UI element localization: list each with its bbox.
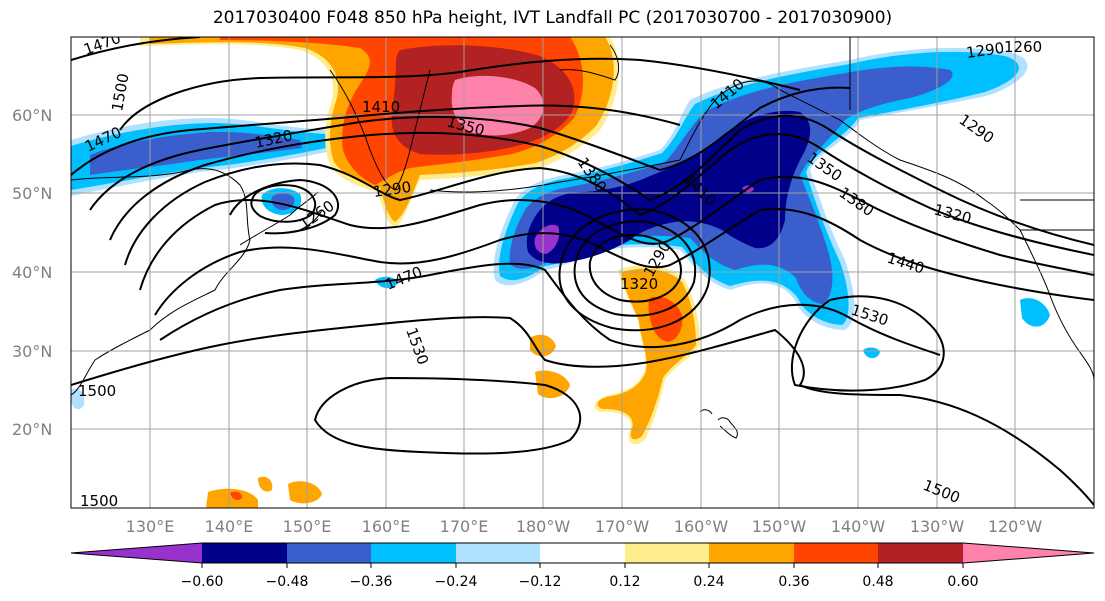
colorbar-tick-label: −0.24 <box>435 574 478 590</box>
shade-pink-north <box>451 75 544 136</box>
contour-label: 1290 <box>965 39 1005 62</box>
contour-1500-south <box>71 316 1094 506</box>
colorbar-segment-3 <box>371 543 456 563</box>
border-canada-us <box>1020 199 1094 231</box>
contour-1470-west <box>71 104 681 176</box>
colorbar-segment-10 <box>963 543 1094 563</box>
shade-orange-spot-5 <box>258 476 273 492</box>
shade-orange-spot-3 <box>206 488 258 508</box>
lon-label: 120°W <box>988 517 1043 536</box>
shade-red-spot-3 <box>230 491 242 501</box>
contour-label: 1290 <box>372 178 412 201</box>
map-frame <box>70 36 1095 509</box>
contour-label: 1260 <box>1004 38 1042 56</box>
colorbar-tick-label: −0.36 <box>350 574 393 590</box>
shade-blue-spot-4 <box>71 388 85 410</box>
lon-label: 170°E <box>440 517 489 536</box>
map-title: 2017030400 F048 850 hPa height, IVT Land… <box>212 8 893 28</box>
colorbar-segment-7 <box>709 543 794 563</box>
contour-low-ring-3 <box>558 208 711 332</box>
colorbar-segment-5 <box>540 543 625 563</box>
colorbar-segment-4 <box>456 543 540 563</box>
shade-orange-spot-4 <box>288 481 322 504</box>
shade-blue-spot-3 <box>1020 298 1050 327</box>
colorbar-tick-label: −0.12 <box>519 574 562 590</box>
lat-label-50n: 50°N <box>12 184 52 203</box>
lon-label: 150°W <box>752 517 807 536</box>
contour-1410 <box>89 86 851 211</box>
lon-label: 170°W <box>595 517 650 536</box>
lon-label: 160°E <box>362 517 411 536</box>
contour-1290-low <box>250 184 317 223</box>
coast-chukotka <box>559 44 620 81</box>
latitude-labels: 60°N 50°N 40°N 30°N 20°N <box>12 106 52 439</box>
lon-label: 140°E <box>205 517 254 536</box>
coast-japan <box>239 191 323 246</box>
coast-na-west <box>1019 229 1094 381</box>
contour-low-ring-1 <box>588 234 682 303</box>
shade-navy-east <box>526 110 811 264</box>
colorbar-tick-label: 0.12 <box>609 574 640 590</box>
contour-1530-east <box>790 295 945 392</box>
lon-label: 130°W <box>910 517 965 536</box>
contour-1320 <box>124 132 1094 266</box>
shade-purple-core <box>534 224 560 254</box>
colorbar-segment-8 <box>794 543 878 563</box>
lon-label: 180°W <box>516 517 571 536</box>
colorbar-tick-label: −0.48 <box>266 574 309 590</box>
lon-label: 130°E <box>126 517 175 536</box>
colorbar-segment-0 <box>71 543 202 563</box>
colorbar-tick-label: −0.60 <box>181 574 224 590</box>
colorbar-tick-label: 0.36 <box>778 574 809 590</box>
contour-label: 1500 <box>78 382 116 400</box>
colorbar-tick-label: 0.24 <box>693 574 724 590</box>
coast-alaska <box>679 80 1021 231</box>
contour-1500-north <box>119 57 801 131</box>
contour-1350 <box>109 114 1094 246</box>
shaded-fields <box>71 37 1050 508</box>
longitude-labels: 130°E 140°E 150°E 160°E 170°E 180°W 170°… <box>126 517 1043 536</box>
contour-1380 <box>139 175 1094 291</box>
colorbar-segment-2 <box>287 543 371 563</box>
colorbar-segment-1 <box>202 543 287 563</box>
lat-label-30n: 30°N <box>12 342 52 361</box>
lat-label-20n: 20°N <box>12 420 52 439</box>
colorbar-ticks <box>201 563 964 568</box>
contour-1260 <box>229 178 340 235</box>
lon-label: 140°W <box>831 517 886 536</box>
contour-label: 1410 <box>362 98 400 116</box>
contour-label: 1500 <box>80 492 118 510</box>
map-panel: 1470 1500 1470 1320 1260 1290 1410 1350 … <box>71 37 1094 510</box>
lon-label: 150°E <box>283 517 332 536</box>
height-contours <box>71 37 1094 506</box>
contour-label: 1320 <box>620 275 658 293</box>
colorbar: −0.60 −0.48 −0.36 −0.24 −0.12 0.12 0.24 … <box>70 542 1095 590</box>
shade-blue-spot-2 <box>863 347 880 359</box>
graticule <box>71 37 1094 508</box>
lat-label-60n: 60°N <box>12 106 52 125</box>
lat-label-40n: 40°N <box>12 263 52 282</box>
lon-label: 160°W <box>674 517 729 536</box>
contour-low-ring-2 <box>573 220 697 317</box>
contour-1470-nw <box>71 37 201 61</box>
colorbar-segment-9 <box>878 543 963 563</box>
colorbar-segment-6 <box>625 543 709 563</box>
colorbar-tick-labels: −0.60 −0.48 −0.36 −0.24 −0.12 0.12 0.24 … <box>181 574 979 590</box>
shade-royal-blue-west <box>90 131 302 175</box>
coast-aleutians <box>429 159 681 193</box>
shade-red-plume <box>648 296 683 342</box>
contour-1470-south <box>159 262 941 356</box>
contour-1530-loop <box>313 376 582 455</box>
colorbar-tick-label: 0.48 <box>862 574 893 590</box>
contour-1440 <box>154 208 1094 316</box>
colorbar-tick-label: 0.60 <box>947 574 978 590</box>
